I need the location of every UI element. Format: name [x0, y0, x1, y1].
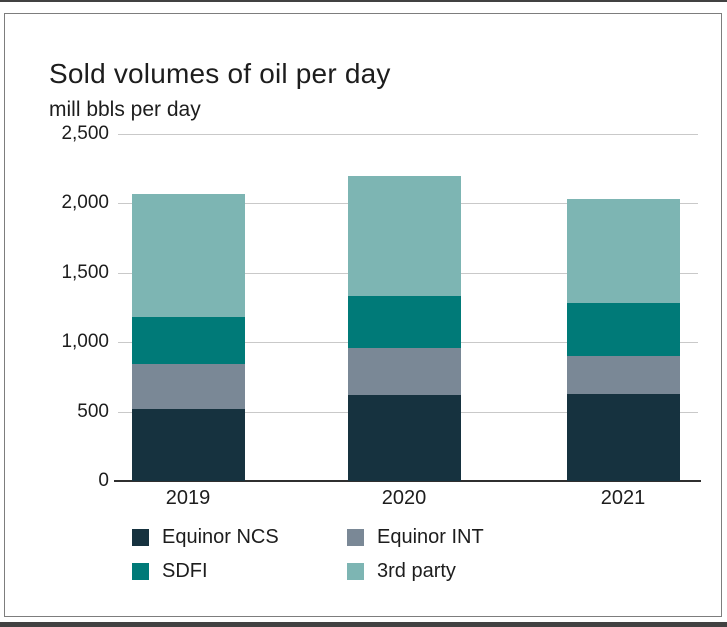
y-axis-label: 2,500	[61, 123, 109, 144]
bar-segment-equinor-int	[131, 363, 245, 409]
legend-label: 3rd party	[377, 559, 456, 582]
bar-segment-equinor-ncs	[347, 394, 461, 481]
y-axis-label: 2,000	[61, 192, 109, 214]
chart-title: Sold volumes of oil per day	[49, 58, 391, 89]
legend-swatch-icon	[347, 562, 364, 580]
legend-swatch-icon	[132, 528, 149, 546]
bar-segment-equinor-ncs	[566, 393, 680, 481]
legend-item-3rd-party: 3rd party	[347, 560, 484, 582]
x-axis-line	[114, 480, 701, 482]
chart-card: Sold volumes of oil per day mill bbls pe…	[4, 13, 722, 617]
bar-segment-equinor-ncs	[131, 408, 245, 481]
legend-item-equinor-ncs: Equinor NCS	[132, 526, 347, 548]
legend-swatch-icon	[347, 528, 364, 546]
bar-segment-3rd-party	[566, 198, 680, 304]
y-axis-label: 1,500	[61, 261, 109, 283]
bar-segment-equinor-int	[566, 356, 680, 394]
frame-bottom-edge	[0, 622, 727, 627]
x-axis-label: 2019	[165, 487, 211, 509]
bar-segment-3rd-party	[347, 175, 461, 297]
legend-label: Equinor NCS	[162, 525, 279, 548]
legend-item-equinor-int: Equinor INT	[347, 526, 484, 548]
legend-swatch-icon	[132, 562, 149, 580]
bar-segment-equinor-int	[347, 347, 461, 395]
x-axis-label: 2020	[381, 487, 427, 509]
bar-segment-sdfi	[566, 303, 680, 356]
bar-segment-3rd-party	[131, 194, 245, 318]
legend: Equinor NCS Equinor INT SDFI 3rd party	[132, 526, 484, 582]
legend-label: Equinor INT	[377, 525, 484, 548]
frame-top-edge	[0, 0, 727, 2]
bar-segment-sdfi	[131, 317, 245, 364]
y-axis-label: 0	[98, 470, 109, 491]
gridline	[118, 134, 698, 135]
legend-label: SDFI	[162, 559, 208, 582]
y-axis-label: 1,000	[61, 331, 109, 353]
x-axis-label: 2021	[600, 487, 646, 509]
y-axis-label: 500	[77, 400, 109, 422]
chart-subtitle: mill bbls per day	[49, 98, 201, 121]
legend-item-sdfi: SDFI	[132, 560, 347, 582]
bar-segment-sdfi	[347, 296, 461, 348]
